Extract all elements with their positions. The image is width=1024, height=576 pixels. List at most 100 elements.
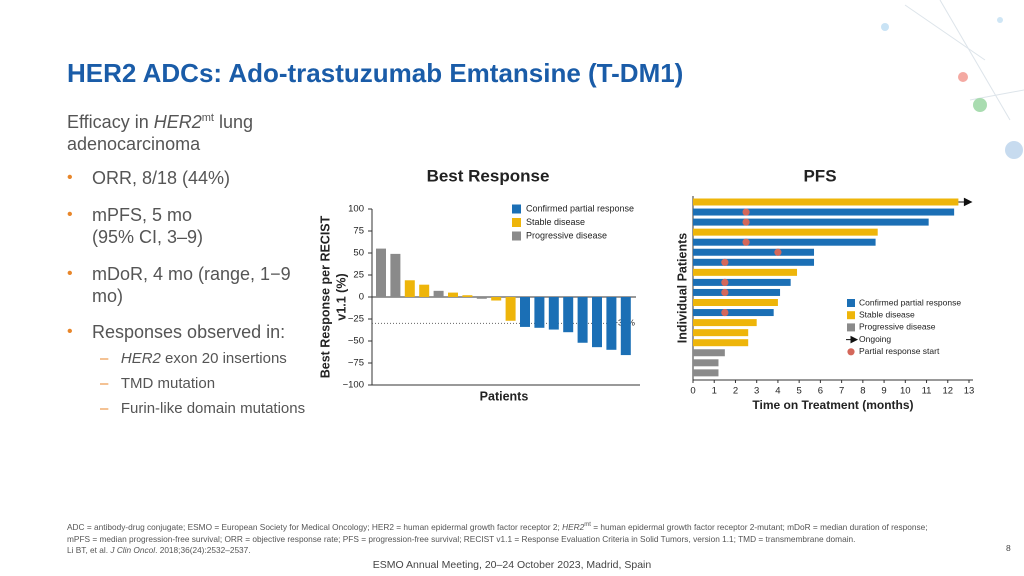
- footnote-text: . 2018;36(24):2532–2537.: [155, 545, 251, 555]
- x-tick-label: 13: [964, 386, 975, 397]
- y-tick-label: −100: [343, 380, 364, 391]
- legend-label: Progressive disease: [526, 230, 607, 240]
- sub-bullet-text: Furin-like domain mutations: [120, 400, 306, 417]
- bar: [390, 253, 401, 297]
- footnote-gene: HER2: [562, 522, 585, 532]
- x-tick-label: 11: [922, 386, 932, 397]
- subtitle-text: lung adenocarcinoma: [67, 112, 254, 154]
- gene: HER2: [120, 350, 161, 367]
- bar: [620, 297, 631, 356]
- y-tick-label: 75: [353, 226, 364, 237]
- footer: ESMO Annual Meeting, 20–24 October 2023,…: [372, 559, 652, 571]
- y-axis-label: v1.1 (%): [334, 273, 348, 320]
- legend-swatch: [847, 323, 855, 332]
- x-tick-label: 2: [733, 386, 738, 397]
- bar: [693, 218, 929, 226]
- bar: [693, 359, 719, 367]
- bar: [693, 319, 757, 327]
- bar: [476, 297, 487, 299]
- slide-title: HER2 ADCs: Ado-trastuzumab Emtansine (T-…: [67, 58, 684, 88]
- bar: [693, 309, 774, 317]
- footnote-text: = human epidermal growth factor receptor…: [590, 522, 928, 532]
- x-tick-label: 8: [860, 386, 865, 397]
- legend-swatch: [512, 204, 521, 214]
- y-tick-label: 50: [353, 248, 364, 259]
- response-start-dot: [721, 258, 729, 266]
- x-axis-label: Patients: [480, 389, 529, 403]
- sub-bullet: – TMD mutation: [100, 375, 216, 392]
- y-tick-label: −50: [348, 336, 364, 347]
- response-start-dot: [742, 208, 750, 216]
- bar: [404, 280, 415, 297]
- bar: [534, 297, 545, 328]
- bar: [376, 248, 386, 297]
- bar: [693, 238, 876, 246]
- legend-label: Confirmed partial response: [526, 203, 634, 213]
- y-tick-label: −25: [348, 314, 364, 325]
- subtitle-gene: HER2: [153, 112, 202, 132]
- x-tick-label: 12: [942, 386, 953, 397]
- subtitle: Efficacy in HER2mt lung adenocarcinoma: [67, 107, 282, 155]
- sub-bullet: – Furin-like domain mutations: [100, 400, 306, 417]
- bar: [592, 297, 602, 348]
- subtitle-sup: mt: [201, 112, 214, 124]
- bar: [693, 198, 959, 206]
- bullet-text: mDoR, 4 mo (range, 1−9: [92, 264, 291, 284]
- bar: [693, 278, 791, 286]
- bar: [693, 248, 815, 256]
- legend-swatch: [512, 218, 521, 227]
- x-axis-label: Time on Treatment (months): [752, 398, 913, 412]
- bullet-text: mo): [92, 286, 123, 306]
- bar: [433, 290, 444, 297]
- page-number: 8: [1006, 543, 1011, 553]
- response-start-dot: [742, 238, 750, 246]
- legend-label: Stable disease: [526, 217, 585, 227]
- bar: [419, 284, 430, 297]
- legend-label: Stable disease: [859, 309, 915, 319]
- bullet-text: (95% CI, 3–9): [92, 227, 204, 247]
- bar: [693, 299, 778, 306]
- y-axis-label: Best Response per RECIST: [318, 215, 332, 378]
- bar: [577, 297, 588, 343]
- response-start-dot: [721, 288, 729, 297]
- legend-swatch: [847, 311, 855, 320]
- footnote: mPFS = median progression-free survival;…: [67, 534, 856, 544]
- x-tick-label: 3: [754, 386, 759, 397]
- bar: [693, 369, 719, 377]
- y-tick-label: −75: [348, 358, 364, 369]
- bar: [462, 295, 473, 297]
- footnote-journal: J Clin Oncol: [110, 545, 156, 555]
- y-tick-label: 100: [348, 204, 364, 215]
- bar: [505, 297, 516, 321]
- footnote: Li BT, et al. J Clin Oncol. 2018;36(24):…: [67, 545, 251, 555]
- x-tick-label: 7: [839, 386, 844, 397]
- subtitle-text: Efficacy in: [67, 112, 154, 132]
- legend-label: Progressive disease: [859, 322, 936, 332]
- legend-label: Partial response start: [859, 346, 940, 356]
- response-start-dot: [742, 218, 750, 226]
- bullet-text: Responses observed in:: [92, 322, 286, 342]
- x-tick-label: 5: [797, 386, 802, 397]
- bar: [693, 258, 815, 266]
- x-tick-label: 1: [712, 386, 717, 397]
- bar: [606, 297, 617, 350]
- bar: [563, 297, 574, 333]
- bar: [520, 297, 530, 327]
- x-tick-label: 9: [881, 386, 886, 397]
- footnote-text: ADC = antibody-drug conjugate; ESMO = Eu…: [67, 522, 563, 532]
- x-tick-label: 10: [900, 386, 911, 397]
- y-tick-label: 0: [359, 292, 364, 303]
- bar: [693, 228, 878, 236]
- x-tick-label: 0: [690, 386, 695, 397]
- footnote-text: Li BT, et al.: [67, 545, 111, 555]
- bar: [693, 329, 749, 337]
- bar: [693, 268, 798, 276]
- legend-arrow: [846, 335, 859, 344]
- bar: [448, 292, 458, 297]
- legend-dot: [847, 348, 855, 356]
- x-tick-label: 4: [775, 386, 780, 397]
- footnote: ADC = antibody-drug conjugate; ESMO = Eu…: [67, 522, 928, 532]
- y-axis-label: Individual Patients: [675, 233, 689, 343]
- x-tick-label: 6: [818, 386, 823, 397]
